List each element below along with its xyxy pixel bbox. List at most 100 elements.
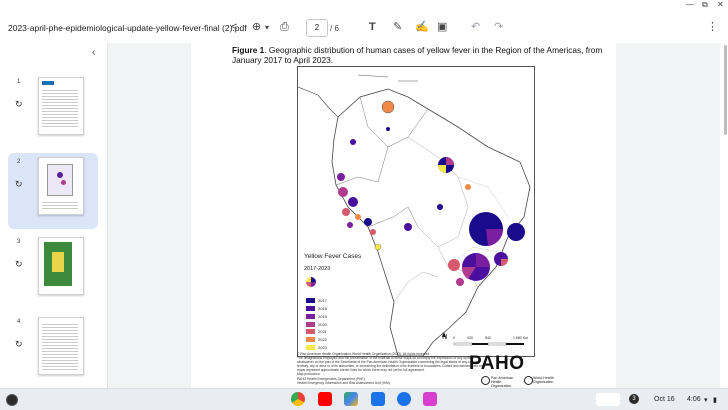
document-viewer[interactable]: Figure 1. Geographic distribution of hum… (108, 43, 720, 388)
youtube-icon[interactable] (318, 392, 332, 406)
rotate-icon[interactable]: ↻ (15, 179, 23, 189)
disclaimer-line: © Pan American Health Organization-World… (297, 352, 431, 356)
thumbnail-number: 3 (17, 239, 21, 245)
launcher-button[interactable] (6, 394, 18, 406)
disclaimer-line: maps represent approximate border lines … (297, 368, 425, 373)
rotate-icon[interactable]: ↻ (15, 339, 23, 349)
files-icon[interactable] (371, 392, 385, 406)
pdf-toolbar: 2023-april-phe-epidemiological-update-ye… (0, 12, 728, 44)
legend-item: 2020 (306, 315, 327, 327)
yellow-fever-map: N Yellow Fever Cases 2017-2023 201720182… (297, 66, 535, 357)
legend-subtitle: 2017-2023 (304, 266, 331, 272)
minimize-button[interactable]: — (686, 0, 694, 9)
gallery-icon[interactable] (423, 392, 437, 406)
share-icon[interactable]: < (231, 21, 238, 33)
text-annotation-icon[interactable]: T (369, 21, 376, 33)
thumbnail-number: 4 (17, 319, 21, 325)
page-total: / 6 (330, 24, 339, 33)
thumbnail-number: 1 (17, 79, 21, 85)
page-number-input[interactable]: 2 (306, 19, 328, 37)
disclaimer-line: Map production: (297, 372, 321, 377)
disclaimer-line: PAHO Health Emergencies Department (PHE) (297, 376, 365, 381)
figure-caption: Figure 1. Geographic distribution of hum… (232, 45, 612, 65)
legend-swatch (306, 298, 315, 304)
scale-label: 0 (453, 336, 455, 340)
signature-icon[interactable]: ✍ (415, 21, 429, 33)
holding-space-icon[interactable] (596, 393, 620, 406)
legend-year: 2017 (318, 298, 327, 304)
legend-swatch (306, 329, 315, 335)
legend-swatch (306, 313, 315, 319)
legend-year: 2019 (318, 313, 327, 319)
messages-icon[interactable] (397, 392, 411, 406)
chromeos-shelf: 3 Oct 16 4:06 ▾ ▮ (0, 388, 728, 410)
chevron-left-icon[interactable]: ‹ (92, 47, 96, 58)
thumbnail-image (38, 77, 84, 135)
vertical-scrollbar[interactable] (720, 43, 728, 388)
legend-title: Yellow Fever Cases (304, 253, 362, 260)
wifi-icon[interactable]: ▾ (704, 397, 708, 404)
highlight-icon[interactable]: ✎ (393, 21, 403, 33)
restore-button[interactable]: ⧉ (702, 0, 708, 9)
thumbnail-page-1[interactable]: 1 ↻ (8, 73, 98, 149)
file-title: 2023-april-phe-epidemiological-update-ye… (8, 23, 247, 33)
legend-item: 2021 (306, 323, 327, 335)
legend-swatch (306, 306, 315, 312)
legend-swatch (306, 321, 315, 327)
scale-label: 420 (467, 336, 473, 340)
legend-swatch (306, 345, 315, 351)
caption-text: . Geographic distribution of human cases… (232, 45, 603, 65)
close-button[interactable]: ✕ (717, 0, 724, 9)
legend-year: 2020 (318, 321, 327, 327)
rotate-icon[interactable]: ↻ (15, 99, 23, 109)
thumbnail-image (38, 157, 84, 215)
legend-item: 2022 (306, 331, 327, 343)
disclaimer-line: territory, city or area or of its author… (297, 364, 483, 369)
play-store-icon[interactable] (344, 392, 358, 406)
undo-icon[interactable]: ↶ (471, 21, 481, 33)
zoom-icon[interactable]: ⊕ (252, 21, 262, 33)
legend-item: 2018 (306, 300, 327, 312)
zoom-dropdown-icon[interactable]: ▾ (265, 23, 270, 32)
layout-icon[interactable]: ▣ (437, 21, 448, 33)
legend-item: 2019 (306, 308, 327, 319)
south-america-map: N (297, 74, 531, 357)
legend-item: 2017 (306, 292, 327, 304)
chrome-icon[interactable] (291, 392, 305, 406)
legend-year: 2023 (318, 345, 327, 351)
disclaimer-line: whatsoever on the part of the Secretaria… (297, 360, 480, 365)
thumbnail-page-2[interactable]: 2 ↻ (8, 153, 98, 229)
scrollbar-thumb[interactable] (724, 45, 727, 135)
who-emblem-icon (524, 376, 533, 385)
battery-icon[interactable]: ▮ (713, 397, 717, 404)
paho-logo: PAHO (469, 353, 525, 374)
print-icon[interactable]: ⎙ (280, 21, 289, 33)
disclaimer-line: Health Emergency Information and Risk As… (297, 380, 390, 385)
notification-badge[interactable]: 3 (629, 394, 639, 404)
thumbnail-page-3[interactable]: 3 ↻ (8, 233, 98, 309)
legend-year: 2022 (318, 337, 327, 343)
thumbnail-number: 2 (17, 159, 21, 165)
map-disclaimer: © Pan American Health Organization-World… (297, 352, 487, 385)
window-controls: — ⧉ ✕ (0, 0, 728, 12)
legend-year: 2021 (318, 329, 327, 335)
more-options-icon[interactable]: ⋮ (707, 21, 718, 33)
legend-pie-icon (306, 277, 316, 287)
paho-subtitle: Pan American Health Organization (491, 376, 514, 388)
scale-label: 840 (485, 336, 491, 340)
thumbnail-sidebar: ‹ 1 ↻ 2 ↻ 3 ↻ 4 ↻ (0, 43, 108, 388)
legend-item: 2023 (306, 339, 327, 351)
thumbnail-image (38, 317, 84, 375)
thumbnail-image (38, 237, 84, 295)
thumbnail-page-4[interactable]: 4 ↻ (8, 313, 98, 389)
time-label[interactable]: 4:06 (687, 396, 701, 403)
rotate-icon[interactable]: ↻ (15, 259, 23, 269)
who-subtitle: World Health Organization (533, 376, 554, 384)
date-label[interactable]: Oct 16 (654, 396, 675, 403)
redo-icon[interactable]: ↷ (494, 21, 504, 33)
disclaimer-line: The designations employed and the presen… (297, 356, 475, 361)
caption-label: Figure 1 (232, 45, 265, 55)
legend-year: 2018 (318, 306, 327, 312)
pdf-page: Figure 1. Geographic distribution of hum… (191, 43, 616, 388)
paho-emblem-icon (481, 376, 490, 385)
